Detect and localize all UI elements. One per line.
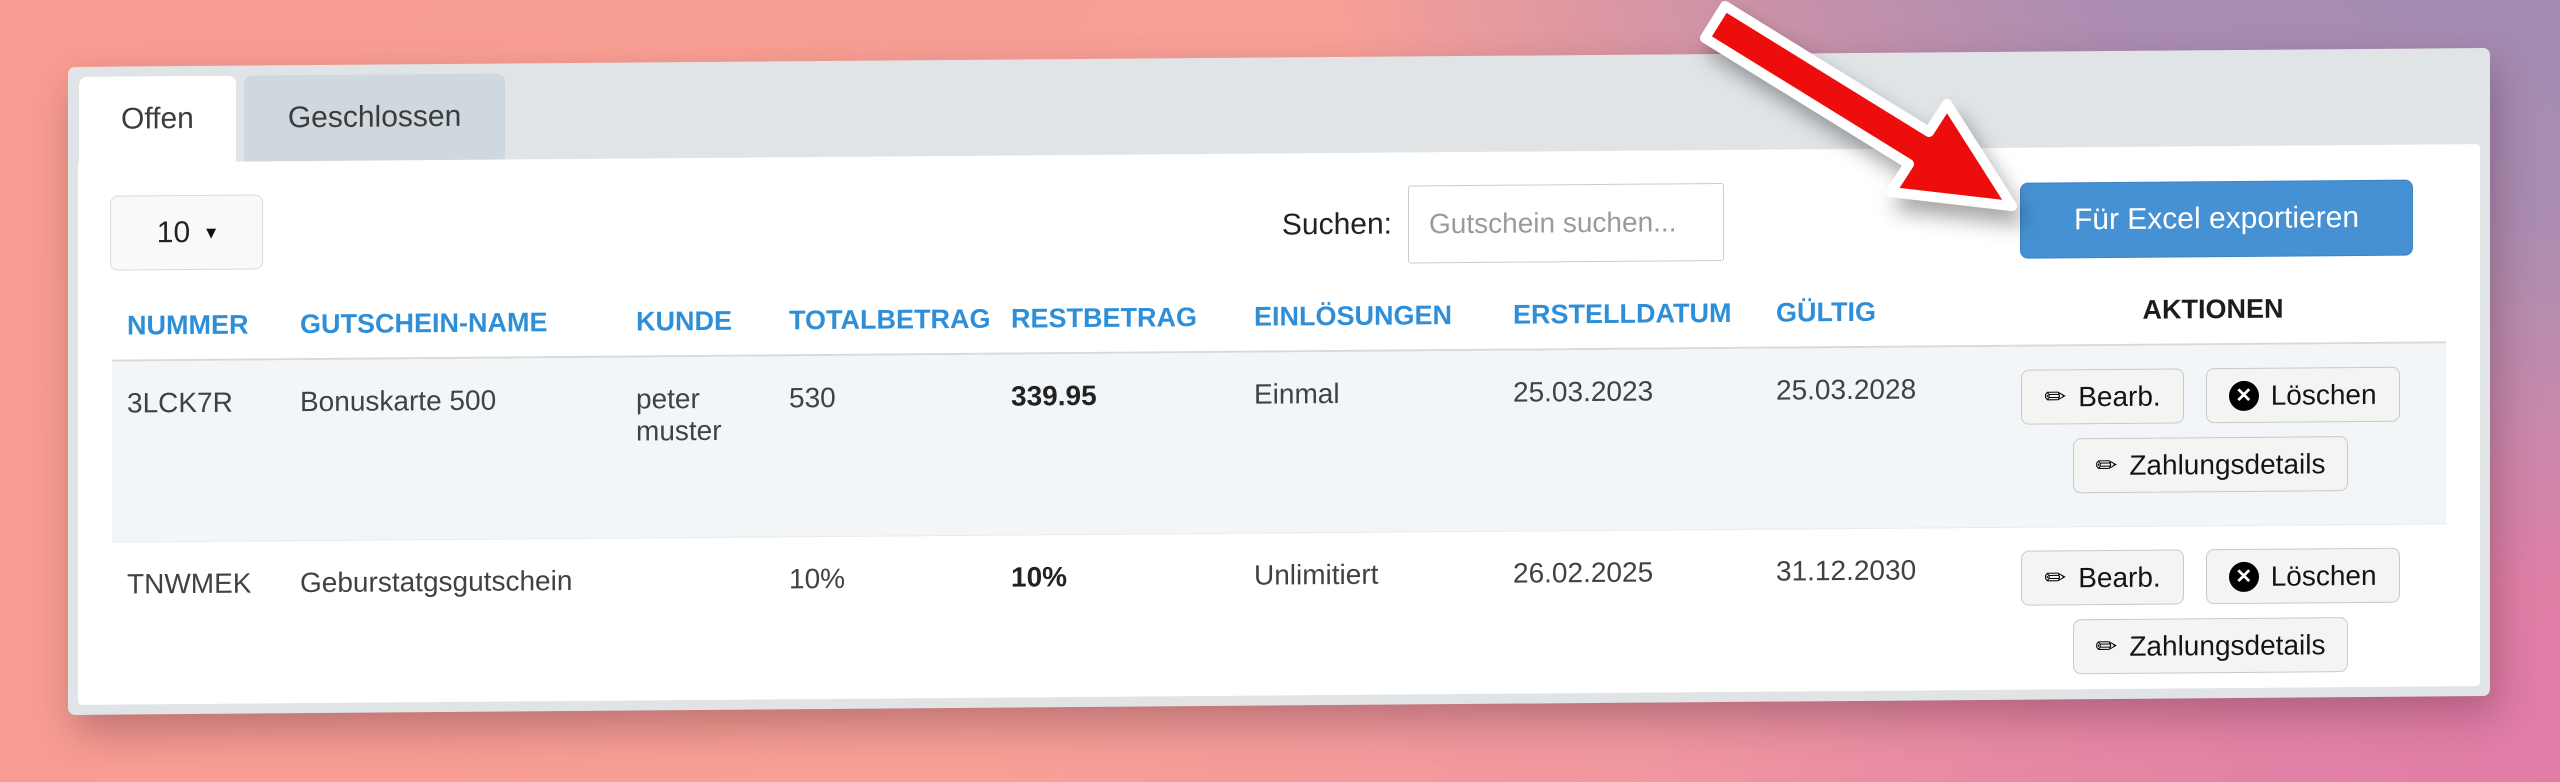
cell-restbetrag: 339.95 — [1011, 379, 1097, 412]
cell-gueltig: 31.12.2030 — [1776, 554, 1917, 587]
payment-details-button-label: Zahlungsdetails — [2129, 628, 2326, 662]
cell-kunde: peter muster — [636, 383, 722, 447]
search-input[interactable] — [1408, 182, 1724, 264]
tab-geschlossen[interactable]: Geschlossen — [243, 73, 506, 162]
delete-button-label: Löschen — [2270, 378, 2377, 411]
payment-details-button[interactable]: ✏ Zahlungsdetails — [2072, 617, 2349, 675]
edit-button-label: Bearb. — [2078, 561, 2161, 593]
pencil-icon: ✏ — [2095, 450, 2118, 481]
cell-kunde — [621, 537, 774, 698]
edit-button[interactable]: ✏ Bearb. — [2021, 549, 2184, 606]
pencil-icon: ✏ — [2095, 631, 2118, 662]
cell-gueltig: 25.03.2028 — [1776, 373, 1917, 406]
delete-button-label: Löschen — [2270, 559, 2377, 592]
edit-button[interactable]: ✏ Bearb. — [2021, 368, 2184, 425]
table-row: TNWMEK Geburstatgsgutschein 10% 10% Unli… — [112, 523, 2446, 703]
cell-nummer: TNWMEK — [127, 567, 252, 600]
row-actions: ✏ Bearb. ✕ Löschen ✏ Zahlungsdetails — [1975, 524, 2446, 688]
delete-button[interactable]: ✕ Löschen — [2205, 547, 2400, 605]
delete-button[interactable]: ✕ Löschen — [2205, 366, 2400, 424]
row-actions: ✏ Bearb. ✕ Löschen ✏ Zahlungsdetails — [1975, 343, 2446, 527]
cell-erstelldatum: 26.02.2025 — [1513, 556, 1654, 589]
header-nummer[interactable]: NUMMER — [127, 309, 249, 341]
pencil-icon: ✏ — [2044, 562, 2067, 593]
tab-bar: Offen Geschlossen — [68, 48, 2490, 163]
export-excel-button[interactable]: Für Excel exportieren — [2020, 179, 2413, 259]
cell-einloesungen: Unlimitiert — [1254, 558, 1379, 591]
voucher-table: NUMMER GUTSCHEIN-NAME KUNDE TOTALBETRAG … — [112, 278, 2446, 703]
header-gueltig[interactable]: GÜLTIG — [1776, 296, 1876, 328]
tab-offen[interactable]: Offen — [79, 75, 236, 163]
content-panel: 10 ▾ Suchen: Für Excel exportieren NUMME… — [78, 144, 2480, 705]
header-aktionen: AKTIONEN — [2142, 293, 2284, 325]
header-kunde[interactable]: KUNDE — [636, 305, 733, 337]
header-restbetrag[interactable]: RESTBETRAG — [1011, 302, 1198, 334]
cell-gutschein-name: Bonuskarte 500 — [300, 384, 497, 418]
cell-restbetrag: 10% — [1011, 561, 1068, 593]
cell-totalbetrag: 10% — [789, 562, 846, 595]
cell-totalbetrag: 530 — [789, 381, 836, 414]
header-erstelldatum[interactable]: ERSTELLDATUM — [1513, 297, 1732, 330]
pencil-icon: ✏ — [2044, 381, 2067, 412]
table-row: 3LCK7R Bonuskarte 500 peter muster 530 3… — [112, 343, 2446, 542]
cell-nummer: 3LCK7R — [127, 386, 233, 419]
cell-einloesungen: Einmal — [1254, 378, 1340, 410]
page-size-dropdown[interactable]: 10 ▾ — [110, 194, 263, 271]
x-circle-icon: ✕ — [2228, 380, 2259, 411]
header-einloesungen[interactable]: EINLÖSUNGEN — [1254, 300, 1453, 332]
voucher-manager-card: Offen Geschlossen 10 ▾ Suchen: Für Excel… — [68, 47, 2490, 715]
page-size-value: 10 — [156, 215, 191, 249]
search-group: Suchen: — [1281, 182, 1724, 264]
chevron-down-icon: ▾ — [206, 221, 217, 244]
payment-details-button-label: Zahlungsdetails — [2129, 447, 2326, 481]
search-label: Suchen: — [1281, 207, 1392, 242]
payment-details-button[interactable]: ✏ Zahlungsdetails — [2072, 436, 2349, 494]
cell-erstelldatum: 25.03.2023 — [1513, 375, 1654, 408]
header-gutschein-name[interactable]: GUTSCHEIN-NAME — [300, 307, 548, 340]
cell-gutschein-name: Geburstatgsgutschein — [300, 565, 573, 599]
x-circle-icon: ✕ — [2228, 561, 2259, 592]
header-totalbetrag[interactable]: TOTALBETRAG — [789, 303, 991, 336]
edit-button-label: Bearb. — [2078, 380, 2161, 412]
